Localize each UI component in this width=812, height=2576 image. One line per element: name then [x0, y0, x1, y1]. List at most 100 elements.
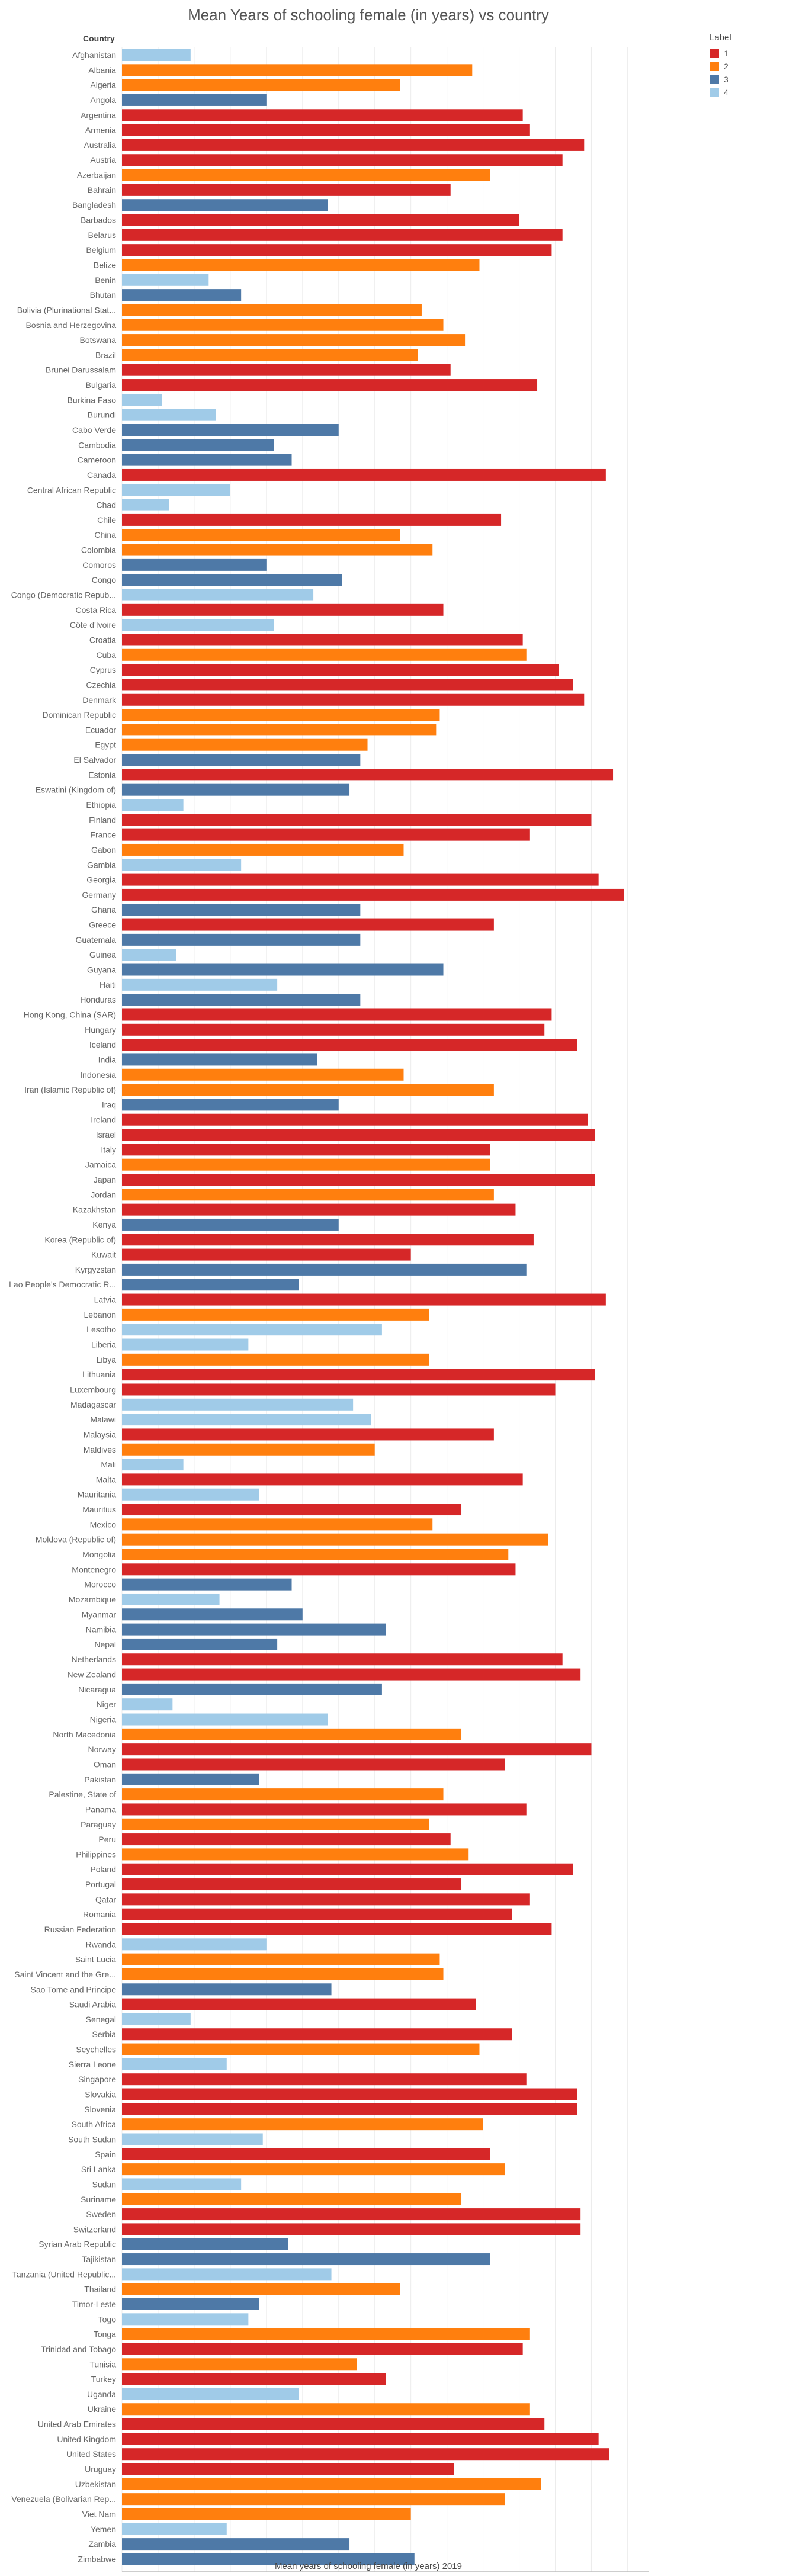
bar — [122, 1398, 354, 1411]
country-label: Latvia — [94, 1295, 117, 1305]
bar — [122, 1039, 577, 1051]
country-label: Uganda — [87, 2389, 116, 2399]
country-label: Cyprus — [90, 665, 116, 674]
bar — [122, 2028, 512, 2041]
country-label: Chad — [97, 500, 116, 510]
country-label: Brazil — [95, 350, 116, 359]
bar — [122, 2178, 242, 2190]
bar — [122, 2283, 400, 2295]
bar — [122, 139, 585, 151]
country-label: Saudi Arabia — [69, 2000, 117, 2009]
bar — [122, 1383, 556, 1396]
bar — [122, 1308, 429, 1321]
country-label: Zimbabwe — [78, 2554, 116, 2564]
x-axis: 01234567891011121314 — [122, 2571, 649, 2572]
country-label: United Kingdom — [57, 2434, 116, 2444]
bar — [122, 2253, 490, 2266]
bar — [122, 529, 400, 541]
bars — [122, 49, 624, 2565]
bar — [122, 1023, 545, 1036]
bar — [122, 619, 274, 631]
bar — [122, 1833, 451, 1846]
country-label: Iran (Islamic Republic of) — [24, 1085, 116, 1094]
country-label: Korea (Republic of) — [44, 1235, 116, 1244]
bar — [122, 2553, 415, 2565]
bar — [122, 1638, 278, 1650]
bar — [122, 349, 418, 361]
bar — [122, 1158, 490, 1171]
country-label: Croatia — [89, 635, 116, 644]
country-label: Lao People's Democratic R... — [9, 1280, 116, 1289]
bar — [122, 1174, 595, 1186]
country-label: Ethiopia — [86, 800, 116, 810]
bar — [122, 2103, 577, 2115]
bar — [122, 1563, 516, 1576]
bar — [122, 2508, 411, 2520]
bar — [122, 1099, 339, 1111]
legend-label: 4 — [724, 88, 728, 97]
country-label: Indonesia — [80, 1070, 116, 1080]
country-label: Bulgaria — [86, 380, 117, 390]
bar — [122, 2298, 259, 2310]
bar — [122, 933, 361, 946]
country-label: Hong Kong, China (SAR) — [24, 1010, 116, 1019]
country-label: Nepal — [94, 1640, 116, 1649]
country-label: Montenegro — [72, 1565, 116, 1574]
bar — [122, 2223, 581, 2235]
country-label: Namibia — [86, 1625, 117, 1634]
x-axis-title: Mean years of schooling female (in years… — [275, 2561, 462, 2571]
country-label: Tajikistan — [82, 2254, 116, 2264]
country-label: Venezuela (Bolivarian Rep... — [11, 2494, 116, 2504]
bar — [122, 949, 176, 961]
bar — [122, 1788, 444, 1801]
bar — [122, 799, 184, 811]
country-label: Algeria — [90, 81, 116, 90]
country-label: Seychelles — [76, 2045, 116, 2054]
bar — [122, 1293, 606, 1306]
country-label: Central African Republic — [27, 485, 116, 494]
country-label: Philippines — [76, 1849, 116, 1859]
country-label: Myanmar — [82, 1610, 117, 1619]
bar — [122, 2058, 227, 2070]
country-label: Slovakia — [85, 2090, 116, 2099]
bar — [122, 2043, 480, 2055]
bar — [122, 169, 490, 181]
legend-swatch — [710, 62, 719, 71]
country-label: Mauritania — [78, 1490, 117, 1499]
country-label: Uzbekistan — [75, 2479, 116, 2489]
country-label: Tanzania (United Republic... — [12, 2269, 116, 2279]
country-label: Czechia — [86, 680, 116, 689]
country-label: South Africa — [72, 2119, 117, 2129]
country-label: Bhutan — [90, 290, 116, 300]
country-label: Egypt — [95, 740, 116, 750]
bar — [122, 1263, 527, 1276]
country-label: Cabo Verde — [72, 425, 116, 435]
bar — [122, 484, 230, 496]
country-label: Spain — [95, 2150, 116, 2159]
bar — [122, 454, 292, 466]
bar — [122, 229, 563, 241]
bar — [122, 1653, 563, 1666]
country-label: Libya — [97, 1355, 117, 1364]
bar — [122, 724, 437, 736]
country-label: Zambia — [88, 2539, 116, 2549]
country-label: India — [98, 1055, 117, 1064]
country-label: Gambia — [87, 860, 116, 869]
country-label: Côte d'Ivoire — [70, 620, 116, 629]
bar — [122, 304, 422, 316]
bar — [122, 259, 480, 271]
country-label: Malaysia — [84, 1430, 116, 1439]
bar — [122, 1008, 552, 1021]
country-label: Morocco — [84, 1580, 116, 1589]
country-label: Poland — [90, 1865, 116, 1874]
country-label: Saint Lucia — [75, 1955, 116, 1964]
bar — [122, 1234, 534, 1246]
bar — [122, 1578, 292, 1591]
country-label: Nigeria — [90, 1715, 117, 1724]
bar — [122, 364, 451, 376]
country-label: Trinidad and Tobago — [41, 2344, 116, 2354]
row-header: Country — [83, 34, 115, 43]
bar — [122, 1129, 595, 1141]
country-label: Germany — [82, 890, 116, 900]
